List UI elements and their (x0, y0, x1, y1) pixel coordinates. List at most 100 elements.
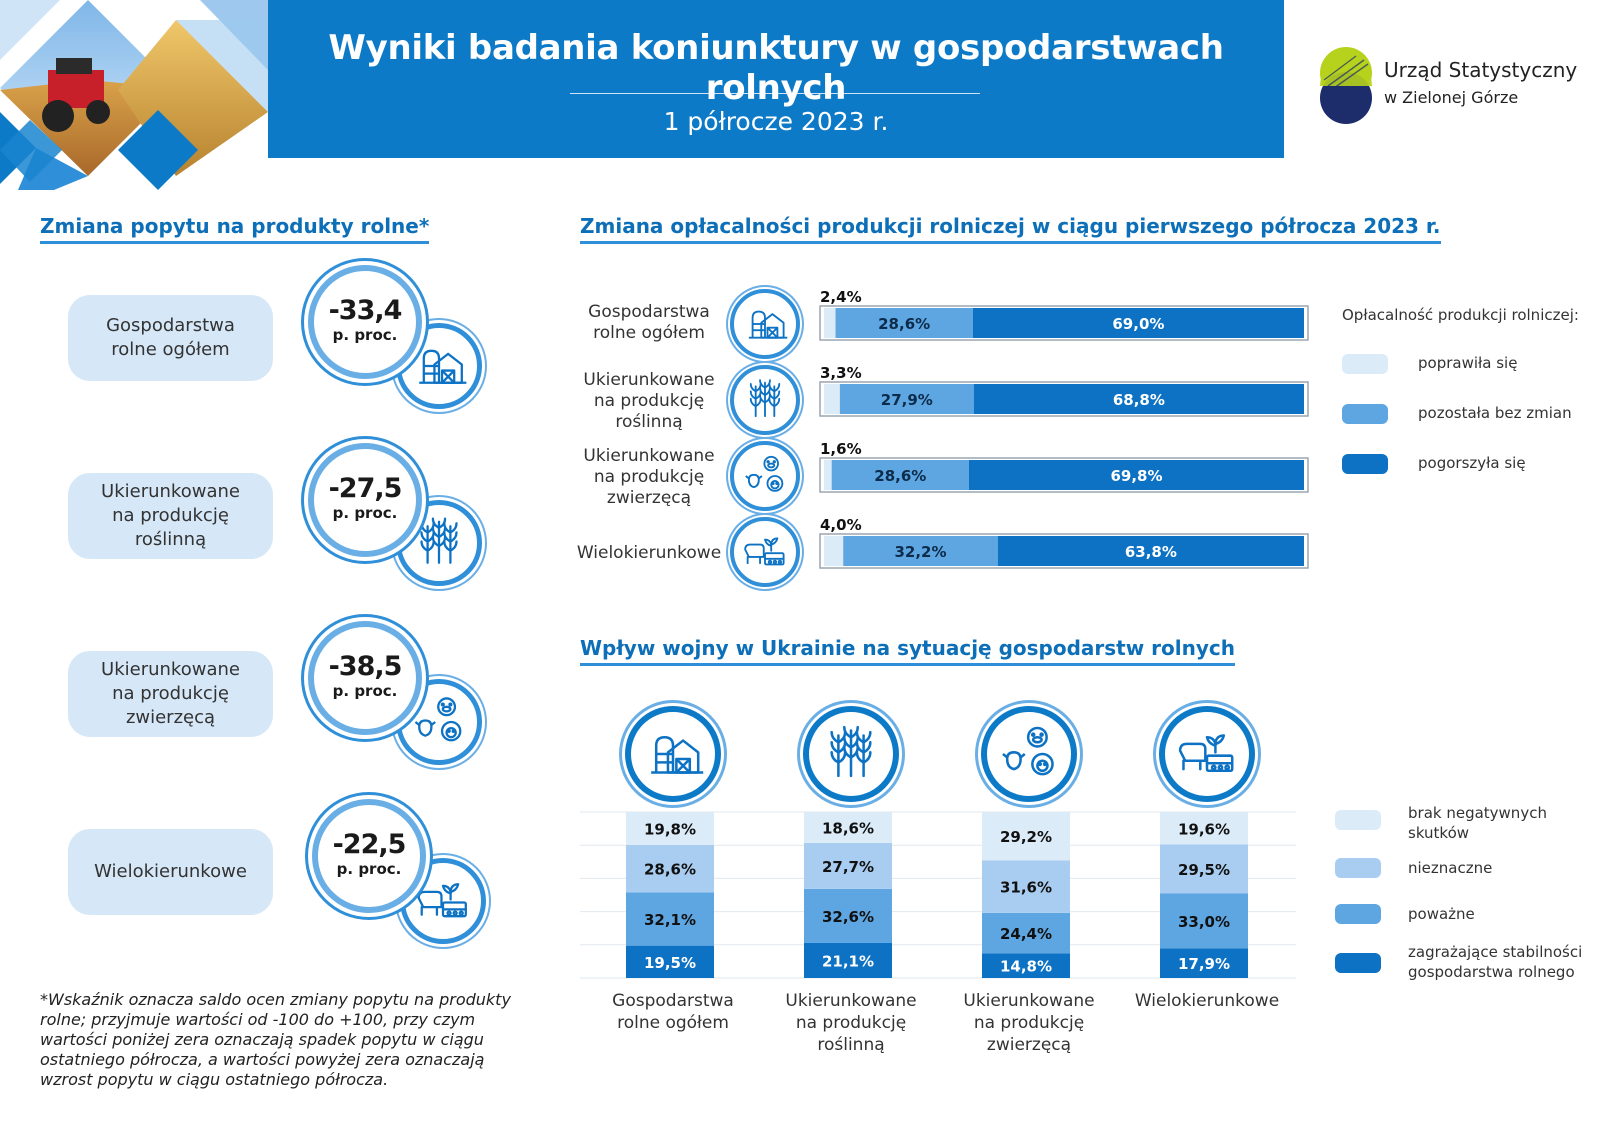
profit-data-label: 63,8% (1125, 543, 1177, 561)
demand-value: -38,5 (328, 651, 403, 682)
profit-row-label: Wielokierunkowe (576, 543, 722, 563)
demand-value: -27,5 (328, 473, 403, 504)
war-category-label: Wielokierunkowe (1134, 991, 1280, 1011)
war-category-label: Gospodarstwa rolne ogółem (612, 991, 734, 1033)
profit-data-label: 27,9% (881, 391, 933, 409)
legend-label-unchanged: pozostała bez zmian (1418, 404, 1572, 422)
war-data-label: 33,0% (1178, 913, 1230, 931)
demand-label-livestock: Ukierunkowane na produkcję zwierzęcą (68, 651, 273, 737)
war-data-label: 32,6% (822, 908, 874, 926)
war-bar-segment (804, 942, 892, 978)
profit-row-label: Ukierunkowane na produkcję roślinną (583, 370, 715, 432)
logo-name: Urząd Statystyczny (1384, 58, 1578, 82)
war-bar-segment (804, 888, 892, 943)
war-data-label: 28,6% (644, 861, 696, 879)
war-data-label: 19,5% (644, 954, 696, 972)
war-bar-segment (626, 945, 714, 978)
war-bar-segment (804, 812, 892, 843)
demand-unit: p. proc. (332, 504, 398, 522)
war-bar-segment (982, 812, 1070, 861)
war-data-label: 19,6% (1178, 820, 1230, 838)
demand-value-badge: -22,5 p. proc. (312, 799, 426, 913)
legend-swatch-worsened (1342, 454, 1388, 474)
demand-value: -33,4 (328, 295, 403, 326)
legend-label-serious: poważne (1408, 905, 1475, 923)
profitability-chart: 2,4% 28,6% 69,0% 3,3% 27,9% 68,8% 1,6% 28,6% 69,… (819, 288, 1309, 569)
logo-mark-icon (1320, 47, 1372, 124)
barn-icon (396, 323, 482, 409)
war-data-label: 29,5% (1178, 861, 1230, 879)
profit-bar-segment (824, 536, 844, 566)
profit-bar-segment (973, 384, 1304, 414)
legend-label-worsened: pogorszyła się (1418, 454, 1526, 472)
demand-value-badge: -38,5 p. proc. (308, 621, 422, 735)
war-data-label: 21,1% (822, 952, 874, 970)
war-bar-segment (626, 812, 714, 845)
war-data-label: 19,8% (644, 820, 696, 838)
demand-value: -22,5 (332, 829, 407, 860)
profit-data-label: 1,6% (820, 440, 862, 458)
legend-label-none: brak negatywnych skutków (1408, 804, 1547, 842)
war-bar-segment (804, 842, 892, 889)
demand-value-badge: -33,4 p. proc. (308, 265, 422, 379)
profit-data-label: 3,3% (820, 364, 862, 382)
demand-value-badge: -27,5 p. proc. (308, 443, 422, 557)
profit-bar-segment (968, 460, 1304, 490)
demand-footnote: *Wskaźnik oznacza saldo ocen zmiany popy… (40, 990, 511, 1089)
demand-label-total: Gospodarstwa rolne ogółem (68, 295, 273, 381)
header-divider (570, 93, 980, 94)
war-data-label: 31,6% (1000, 879, 1052, 897)
profit-bar-segment (824, 384, 840, 414)
war-impact-chart: 19,5% 32,1% 28,6% 19,8% 21,1% 32,6% 27,7% 18,6%… (580, 811, 1296, 979)
wheat-icon (730, 365, 800, 435)
logo-city: w Zielonej Górze (1384, 88, 1519, 107)
demand-unit: p. proc. (332, 682, 398, 700)
legend-swatch-serious (1335, 904, 1381, 924)
war-bar-segment (982, 953, 1070, 978)
profit-legend-title: Opłacalność produkcji rolniczej: (1342, 306, 1579, 324)
war-bar-segment (1160, 948, 1248, 978)
profitability-section-title: Zmiana opłacalności produkcji rolniczej … (580, 214, 1441, 244)
demand-section-title: Zmiana popytu na produkty rolne* (40, 214, 430, 244)
profit-row-label: Gospodarstwa rolne ogółem (588, 302, 710, 343)
header-photo-collage (0, 0, 268, 190)
war-data-label: 29,2% (1000, 828, 1052, 846)
demand-unit: p. proc. (332, 326, 398, 344)
legend-swatch-unchanged (1342, 404, 1388, 424)
profit-data-label: 4,0% (820, 516, 862, 534)
profit-bar-segment (839, 384, 974, 414)
war-bar-segment (1160, 893, 1248, 949)
legend-swatch-threatening (1335, 953, 1381, 973)
profit-bar-segment (972, 308, 1304, 338)
war-bar-segment (982, 860, 1070, 913)
profit-bar-segment (835, 308, 973, 338)
livestock-icon (730, 441, 800, 511)
war-bar-segment (1160, 844, 1248, 894)
profit-data-label: 28,6% (878, 315, 930, 333)
war-data-label: 24,4% (1000, 925, 1052, 943)
profit-bar-segment (831, 460, 969, 490)
page-title: Wyniki badania koniunktury w gospodarstw… (328, 28, 1224, 108)
profit-data-label: 69,8% (1110, 467, 1162, 485)
profit-row-label: Ukierunkowane na produkcję zwierzęcą (583, 446, 715, 508)
legend-label-threatening: zagrażające stabilności gospodarstwa rol… (1408, 943, 1583, 981)
mixed-farm-icon (730, 517, 800, 587)
war-section-title: Wpływ wojny w Ukrainie na sytuację gospo… (580, 636, 1235, 666)
war-bar-segment (1160, 812, 1248, 845)
profit-data-label: 28,6% (874, 467, 926, 485)
war-bar-segment (626, 892, 714, 946)
profit-bar-segment (824, 308, 836, 338)
profit-data-label: 69,0% (1112, 315, 1164, 333)
profit-bar-segment (824, 460, 832, 490)
barn-icon (730, 289, 800, 359)
legend-swatch-none (1335, 810, 1381, 830)
war-data-label: 18,6% (822, 819, 874, 837)
war-data-label: 14,8% (1000, 958, 1052, 976)
legend-label-improved: poprawiła się (1418, 354, 1518, 372)
war-data-label: 27,7% (822, 858, 874, 876)
header-band: Wyniki badania koniunktury w gospodarstw… (268, 0, 1284, 158)
war-bar-segment (626, 844, 714, 893)
war-bar-segment (982, 912, 1070, 954)
war-data-label: 17,9% (1178, 955, 1230, 973)
profit-data-label: 68,8% (1113, 391, 1165, 409)
